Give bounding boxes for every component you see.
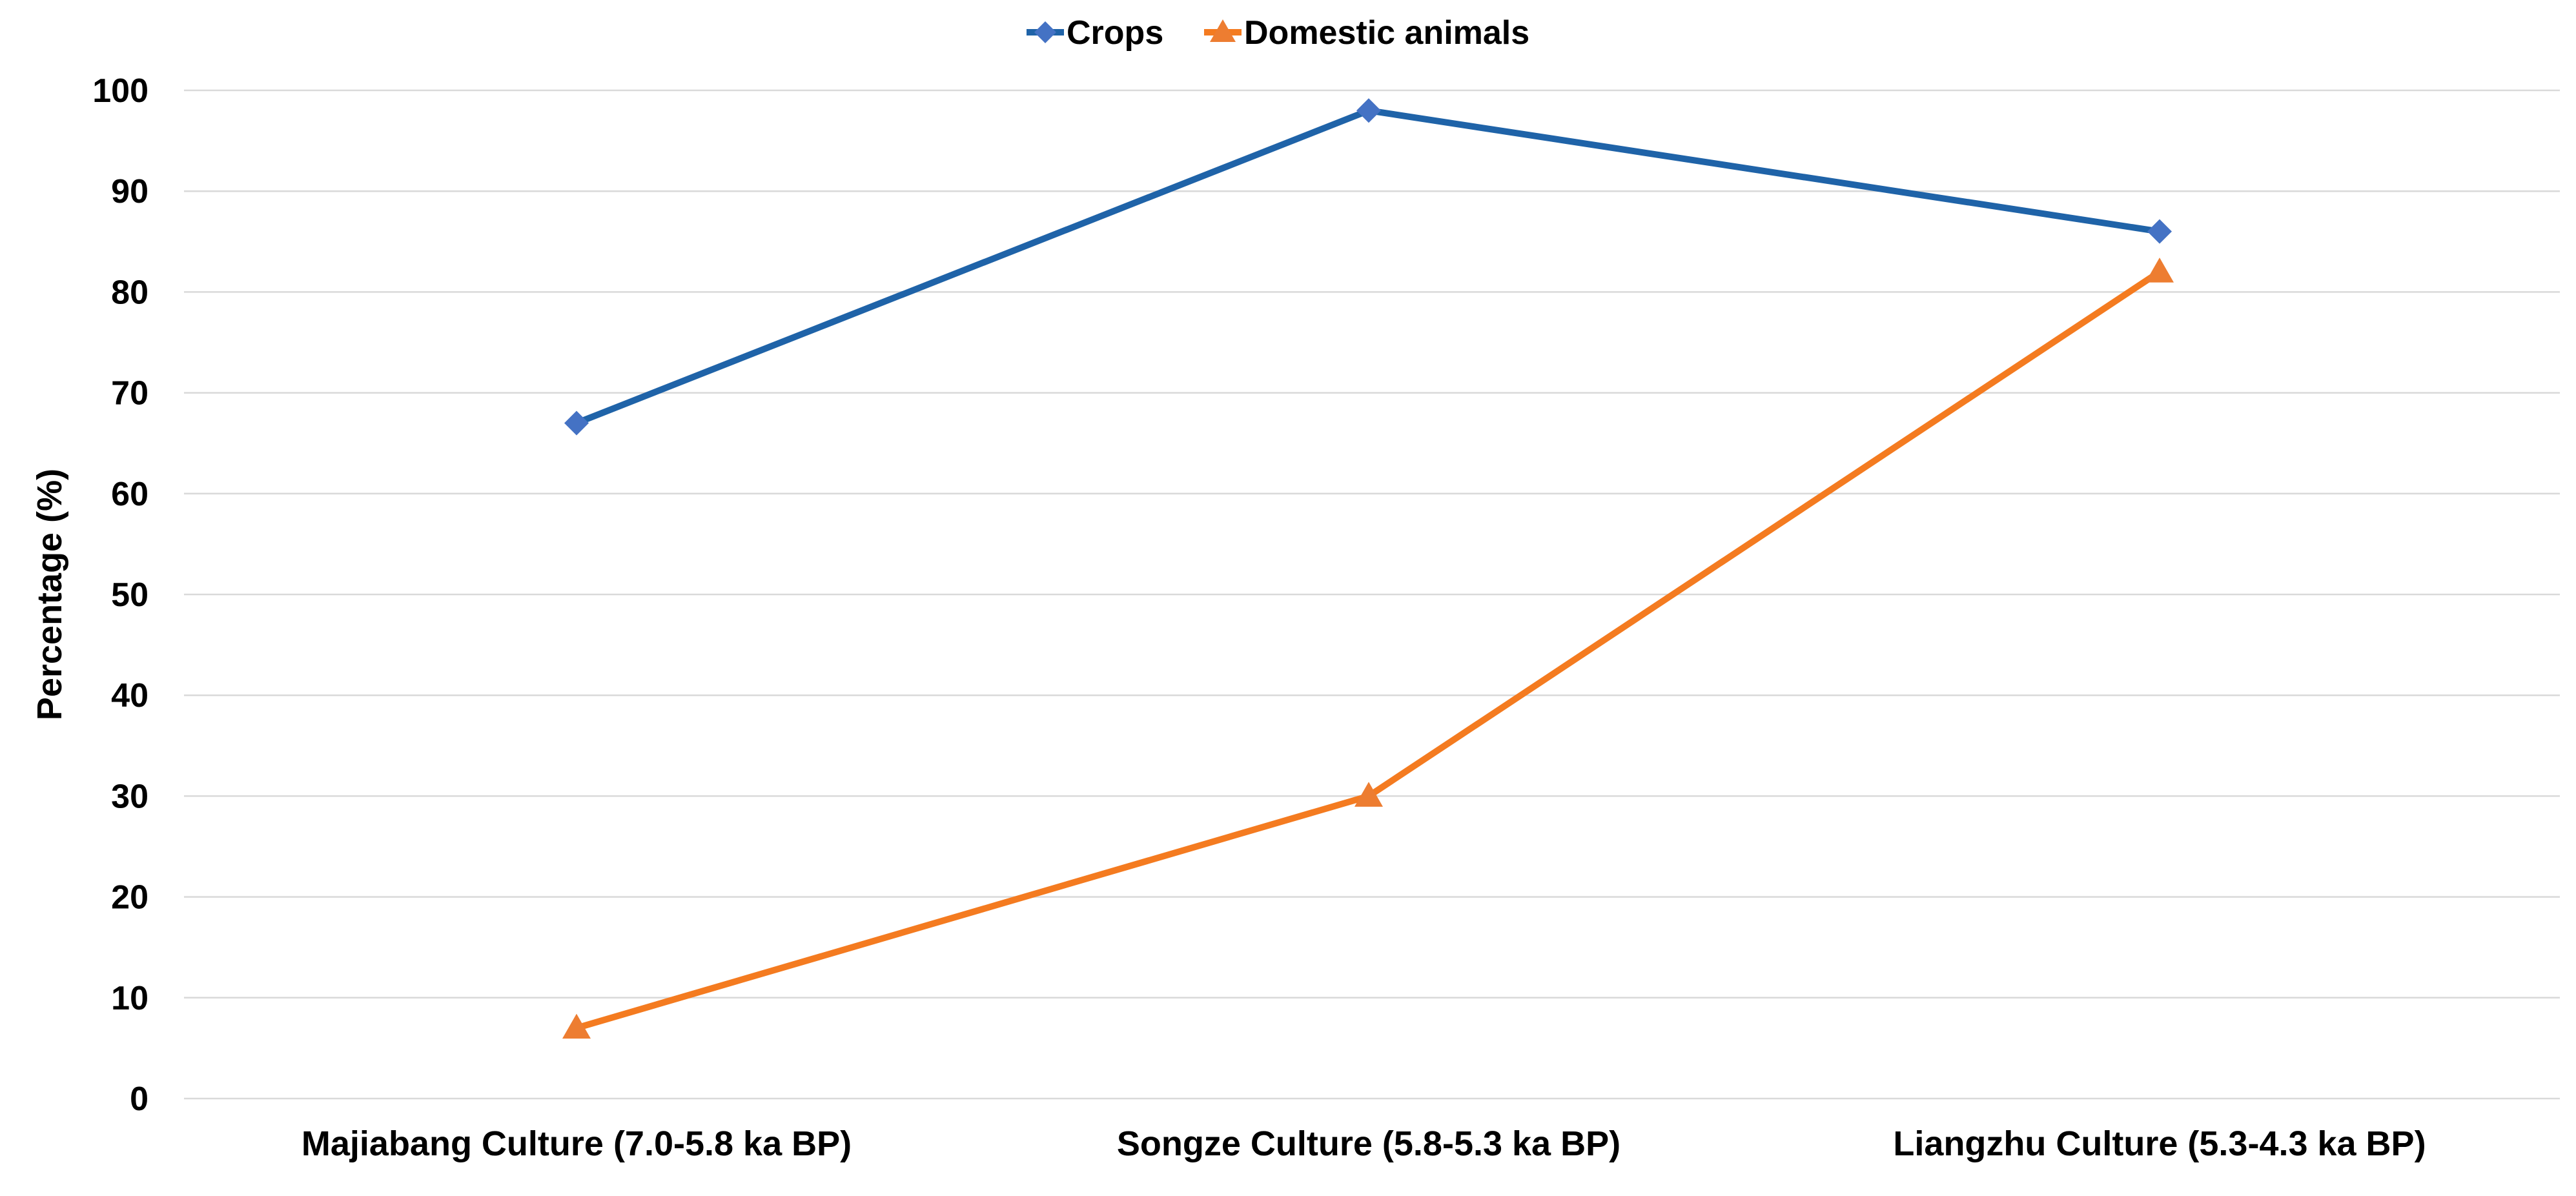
x-category-label: Liangzhu Culture (5.3-4.3 ka BP) xyxy=(1893,1124,2426,1163)
legend-label: Domestic animals xyxy=(1244,14,1529,52)
legend-triangle-icon xyxy=(1210,19,1236,42)
y-tick-label: 80 xyxy=(111,274,148,311)
y-tick-label: 40 xyxy=(111,677,148,715)
data-point-diamond xyxy=(2147,219,2172,244)
legend-label: Crops xyxy=(1067,14,1163,52)
x-axis-categories: Majiabang Culture (7.0-5.8 ka BP) Songze … xyxy=(302,1124,2426,1163)
legend-diamond-icon xyxy=(1034,21,1056,43)
x-category-label: Songze Culture (5.8-5.3 ka BP) xyxy=(1117,1124,1620,1163)
data-point-diamond xyxy=(564,410,589,436)
data-point-diamond xyxy=(1356,98,1381,123)
legend: Crops Domestic animals xyxy=(1027,14,1529,52)
legend-item-domestic-animals: Domestic animals xyxy=(1204,14,1529,52)
y-tick-label: 30 xyxy=(111,778,148,815)
data-point-triangle xyxy=(1354,782,1383,807)
y-tick-label: 20 xyxy=(111,879,148,917)
gridlines xyxy=(184,89,2560,1100)
data-point-triangle xyxy=(562,1013,591,1039)
data-point-triangle xyxy=(2145,258,2174,283)
y-axis-label: Percentage (%) xyxy=(30,469,69,720)
legend-item-crops: Crops xyxy=(1027,14,1163,52)
y-tick-label: 70 xyxy=(111,375,148,412)
y-tick-label: 10 xyxy=(111,980,148,1017)
y-axis-ticks: 0 10 20 30 40 50 60 70 80 90 100 xyxy=(92,72,148,1118)
y-tick-label: 50 xyxy=(111,576,148,614)
y-tick-label: 100 xyxy=(92,72,148,110)
series xyxy=(562,98,2174,1039)
x-category-label: Majiabang Culture (7.0-5.8 ka BP) xyxy=(302,1124,852,1163)
y-tick-label: 0 xyxy=(130,1080,148,1118)
series-domestic-animals xyxy=(562,258,2174,1039)
series-crops xyxy=(564,98,2172,436)
y-tick-label: 60 xyxy=(111,476,148,513)
series-line xyxy=(573,269,2163,1031)
series-line xyxy=(573,107,2163,427)
y-tick-label: 90 xyxy=(111,173,148,210)
